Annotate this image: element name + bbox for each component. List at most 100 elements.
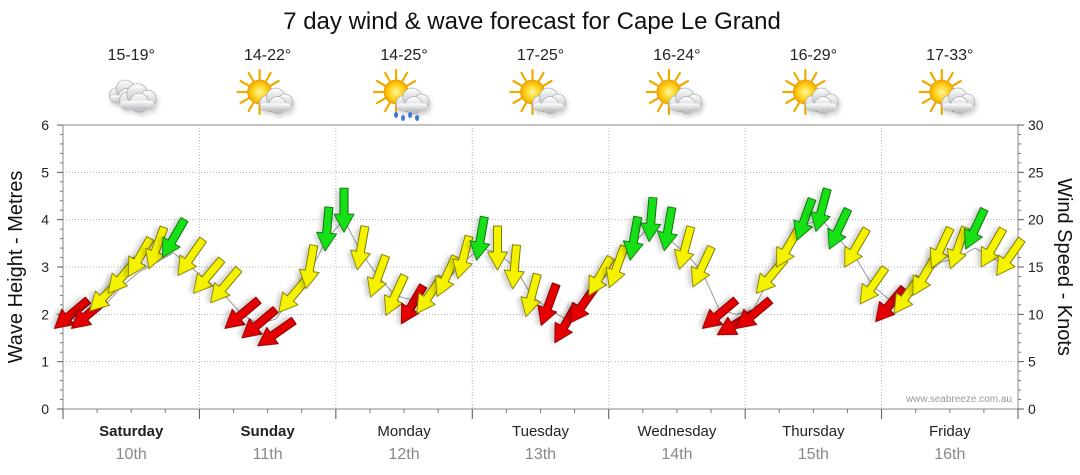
sun-ray <box>512 97 523 105</box>
cloud-shape <box>941 87 976 114</box>
wind-arrow <box>605 244 629 289</box>
wind-arrow <box>366 253 390 298</box>
chart-title: 7 day wind & wave forecast for Cape Le G… <box>283 8 781 35</box>
day-name: Wednesday <box>637 423 716 440</box>
rain-drop <box>394 112 399 118</box>
cloud-base <box>806 103 837 112</box>
wind-arrow <box>210 266 243 304</box>
wind-arrow <box>452 234 474 280</box>
wind-arrow <box>775 226 803 268</box>
wind-arrow <box>384 273 409 316</box>
wind-arrow <box>469 215 491 261</box>
wind-arrow <box>929 225 955 269</box>
wind-arrow <box>640 196 662 243</box>
partly-cloudy-icon <box>782 68 839 116</box>
sun-ray <box>929 71 937 82</box>
right-tick-label: 20 <box>1028 212 1044 228</box>
sun-ray <box>537 71 545 82</box>
wind-arrow <box>162 217 189 259</box>
day-name: Friday <box>929 423 971 440</box>
wind-arrow <box>963 207 989 250</box>
sun-ray <box>815 79 826 87</box>
sun-ray <box>785 97 796 105</box>
axes: 0 1 2 3 4 5 6 0 5 10 15 20 25 30 <box>41 117 1044 419</box>
wind-arrow <box>224 296 262 329</box>
day-name: Saturday <box>99 423 164 440</box>
sun-ray <box>542 79 553 87</box>
wind-arrow <box>350 225 371 271</box>
cloud-shape <box>395 87 430 114</box>
cloud-base <box>669 103 701 112</box>
sun-ray <box>679 79 690 87</box>
wind-arrow <box>736 296 774 329</box>
cloud-shape <box>668 87 703 114</box>
partly-cloudy-icon <box>645 68 703 116</box>
cloud-base <box>120 100 155 110</box>
wind-arrow <box>145 225 169 270</box>
right-axis-title: Wind Speed - Knots <box>1053 178 1075 356</box>
wind-arrow <box>673 225 696 270</box>
cloud-shape <box>532 87 566 114</box>
day-date: 16th <box>934 446 965 463</box>
showers-icon <box>372 68 430 121</box>
wind-arrow <box>793 197 817 241</box>
wind-arrow <box>946 225 970 270</box>
wind-arrow <box>588 254 615 296</box>
sun-ray <box>383 71 391 82</box>
sun-ray <box>947 71 954 82</box>
left-tick-label: 5 <box>41 164 49 180</box>
sun-ray <box>648 97 659 105</box>
left-tick-label: 0 <box>41 401 49 417</box>
temperature-range: 17-25° <box>517 47 564 64</box>
sun-ray <box>921 97 932 105</box>
left-tick-label: 1 <box>41 354 49 370</box>
wind-arrow <box>316 206 338 252</box>
sun-ray <box>785 79 796 87</box>
temperature-range: 16-29° <box>790 47 837 64</box>
right-tick-label: 25 <box>1028 164 1044 180</box>
day-date: 10th <box>116 446 147 463</box>
temperature-range: 15-19° <box>108 47 155 64</box>
temperature-range: 14-22° <box>244 47 291 64</box>
day-name: Tuesday <box>512 423 569 440</box>
wind-arrow <box>844 226 871 268</box>
day-date: 12th <box>389 446 420 463</box>
weather-row: 15-19° 14-22° 14-25° 17-25° 16-24° 16-29° 17-3… <box>108 47 976 121</box>
cloud-base <box>396 103 428 112</box>
sun-ray <box>656 71 664 82</box>
sun-ray <box>793 71 800 82</box>
wind-arrow <box>278 275 311 313</box>
partly-cloudy-icon <box>509 68 566 116</box>
right-tick-label: 15 <box>1028 259 1044 275</box>
cloudy-icon <box>108 79 157 113</box>
left-tick-label: 6 <box>41 117 49 133</box>
wind-arrow <box>996 236 1026 277</box>
cloud-shape <box>259 87 293 114</box>
rain-drop <box>408 112 413 118</box>
wind-arrow <box>537 282 561 326</box>
right-tick-label: 30 <box>1028 117 1044 133</box>
sun-ray <box>247 102 255 113</box>
wind-arrow <box>333 187 355 233</box>
sun-ray <box>674 71 682 82</box>
day-name: Thursday <box>782 423 845 440</box>
wind-arrow <box>980 226 1007 268</box>
wind-arrow <box>127 236 155 278</box>
sun-ray <box>512 79 523 87</box>
wind-arrow <box>657 206 678 252</box>
wind-arrow <box>241 306 279 339</box>
left-axis-title: Wave Height - Metres <box>5 171 27 364</box>
right-tick-label: 0 <box>1028 401 1036 417</box>
cloud-base <box>260 103 291 112</box>
sun-ray <box>375 79 386 87</box>
rain-drop <box>415 115 420 121</box>
rain-drop <box>401 115 406 121</box>
wind-arrow <box>435 254 460 297</box>
credit-text: www.seabreeze.com.au <box>905 394 1012 405</box>
sun-ray <box>921 79 932 87</box>
wind-arrow <box>257 316 297 347</box>
sun-ray <box>401 71 409 82</box>
left-tick-label: 3 <box>41 259 49 275</box>
wind-arrow <box>810 187 832 232</box>
